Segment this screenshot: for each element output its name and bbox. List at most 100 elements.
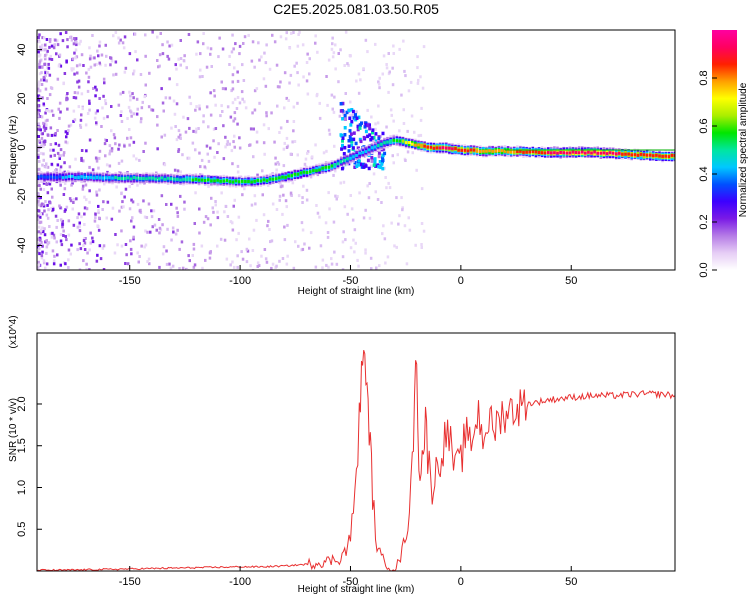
noise-speckle — [70, 68, 74, 72]
snr-multiplier: (x10^4) — [8, 315, 19, 348]
noise-speckle — [308, 57, 311, 61]
snr-panel: -150 -100 -50 0 50 0.51.01.52.0 Height of st… — [8, 315, 676, 595]
noise-speckle — [250, 203, 254, 207]
noise-speckle — [68, 197, 72, 201]
noise-speckle — [51, 249, 55, 253]
ridge-cell — [207, 178, 210, 182]
noise-speckle — [89, 54, 92, 58]
ridge-cell — [562, 151, 565, 155]
noise-speckle — [233, 145, 236, 149]
noise-speckle — [198, 151, 201, 155]
noise-speckle — [42, 181, 46, 185]
noise-speckle — [290, 31, 293, 35]
noise-speckle — [124, 243, 128, 246]
noise-speckle — [94, 212, 97, 216]
noise-speckle — [176, 214, 180, 218]
noise-speckle — [45, 213, 49, 217]
ridge-cell — [333, 163, 337, 167]
ridge-cell — [528, 150, 531, 154]
noise-speckle — [91, 34, 94, 37]
noise-blob-cell — [349, 132, 353, 136]
noise-speckle — [40, 78, 43, 82]
noise-speckle — [108, 164, 112, 168]
noise-speckle — [66, 45, 69, 49]
noise-speckle — [256, 265, 259, 268]
noise-speckle — [186, 268, 189, 270]
ridge-cell — [380, 142, 383, 146]
noise-speckle — [210, 65, 213, 68]
noise-speckle — [351, 114, 354, 117]
noise-speckle — [46, 203, 49, 207]
noise-speckle — [252, 127, 255, 131]
noise-speckle — [194, 130, 198, 134]
ridge-cell — [234, 179, 238, 183]
noise-speckle — [98, 44, 101, 48]
noise-speckle — [59, 165, 63, 169]
noise-speckle — [324, 221, 328, 225]
ridge-cell — [231, 180, 235, 184]
noise-speckle — [56, 129, 59, 132]
noise-speckle — [162, 245, 166, 249]
noise-speckle — [81, 187, 85, 191]
noise-speckle — [37, 82, 41, 86]
ridge-cell — [590, 151, 593, 155]
noise-speckle — [420, 243, 423, 246]
noise-speckle — [321, 266, 324, 270]
noise-speckle — [42, 125, 46, 129]
noise-speckle — [54, 169, 57, 173]
noise-speckle — [417, 78, 420, 82]
noise-speckle — [71, 57, 75, 61]
noise-speckle — [79, 123, 82, 127]
ridge-cell — [250, 180, 253, 184]
noise-speckle — [309, 231, 313, 235]
noise-speckle — [93, 63, 96, 67]
noise-speckle — [278, 194, 282, 198]
noise-speckle — [82, 239, 86, 242]
noise-speckle — [293, 64, 296, 68]
noise-speckle — [351, 218, 355, 222]
noise-speckle — [55, 52, 58, 56]
noise-speckle — [40, 115, 44, 119]
noise-speckle — [385, 125, 388, 129]
noise-speckle — [141, 100, 144, 104]
ridge-cell — [151, 176, 154, 180]
noise-speckle — [74, 56, 77, 60]
noise-speckle — [366, 108, 369, 112]
noise-speckle — [58, 116, 61, 120]
noise-blob-cell — [343, 126, 347, 130]
noise-speckle — [64, 235, 67, 238]
noise-speckle — [231, 221, 234, 225]
x-tick-label: 50 — [565, 275, 577, 287]
noise-speckle — [201, 75, 204, 78]
noise-speckle — [341, 240, 345, 244]
noise-speckle — [387, 52, 390, 55]
noise-speckle — [171, 264, 175, 268]
noise-speckle — [303, 162, 307, 166]
noise-speckle — [224, 135, 227, 139]
noise-speckle — [193, 263, 197, 267]
noise-speckle — [40, 254, 44, 258]
noise-speckle — [75, 197, 78, 201]
noise-speckle — [112, 34, 115, 38]
noise-speckle — [40, 240, 43, 244]
noise-speckle — [151, 30, 154, 34]
ridge-cell — [361, 151, 365, 154]
noise-speckle — [358, 191, 361, 195]
noise-speckle — [42, 102, 45, 106]
noise-blob-cell — [377, 136, 381, 141]
noise-speckle — [384, 261, 387, 265]
noise-speckle — [49, 201, 52, 205]
x-tick-label: 0 — [458, 275, 464, 287]
ridge-cell — [404, 141, 408, 145]
noise-speckle — [286, 223, 289, 227]
noise-speckle — [88, 57, 92, 61]
noise-speckle — [96, 49, 99, 53]
ridge-cell — [392, 138, 395, 142]
noise-speckle — [89, 241, 92, 245]
noise-speckle — [38, 167, 41, 171]
ridge-cell — [531, 150, 535, 153]
noise-speckle — [56, 151, 60, 155]
noise-speckle — [120, 159, 124, 163]
noise-speckle — [39, 215, 42, 219]
noise-speckle — [117, 36, 120, 40]
